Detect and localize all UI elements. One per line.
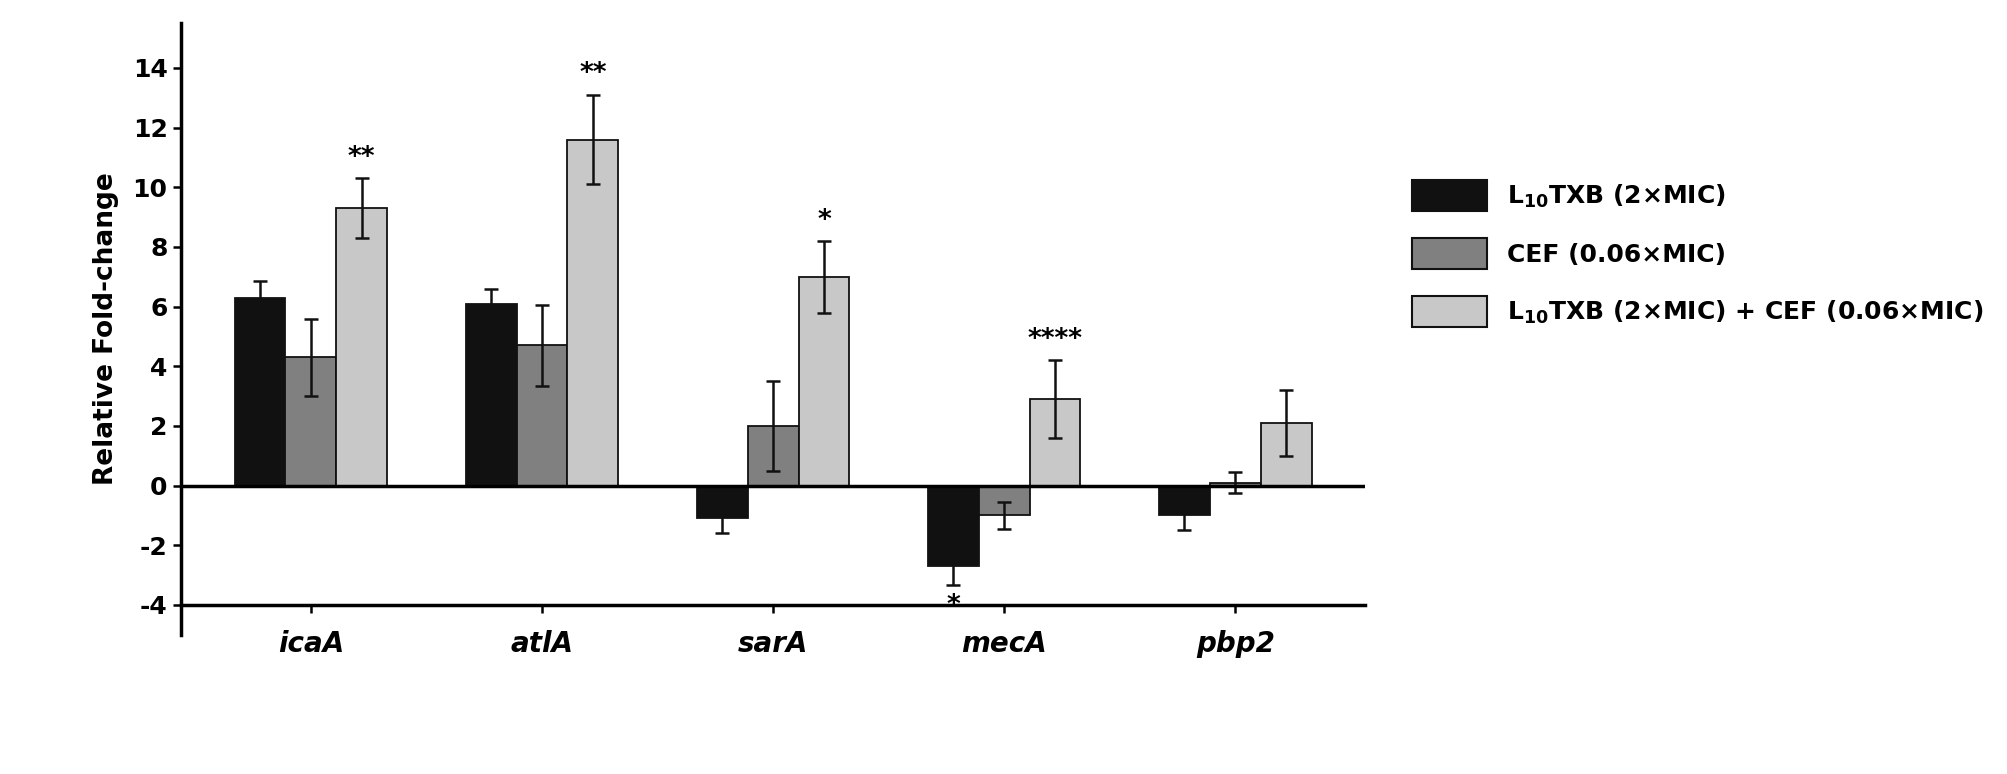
Bar xyxy=(1030,399,1080,485)
Text: *: * xyxy=(945,593,959,619)
Text: **: ** xyxy=(347,145,375,171)
Text: *: * xyxy=(817,207,831,234)
Text: **: ** xyxy=(578,61,606,87)
Bar xyxy=(568,139,618,485)
Bar xyxy=(466,303,516,485)
Bar xyxy=(927,485,977,566)
Bar xyxy=(1158,485,1210,515)
Bar xyxy=(977,485,1030,515)
Bar xyxy=(516,345,568,485)
Bar xyxy=(335,208,387,485)
Bar xyxy=(747,426,799,485)
Text: ****: **** xyxy=(1028,327,1082,353)
Legend: L$_{10}$TXB (2×MIC), CEF (0.06×MIC), L$_{10}$TXB (2×MIC) + CEF (0.06×MIC): L$_{10}$TXB (2×MIC), CEF (0.06×MIC), L$_… xyxy=(1401,170,1993,337)
Bar xyxy=(1260,423,1311,485)
Bar xyxy=(285,358,335,485)
Bar xyxy=(696,485,747,519)
Bar xyxy=(1210,482,1260,485)
Y-axis label: Relative Fold-change: Relative Fold-change xyxy=(92,173,118,485)
Bar xyxy=(799,277,849,485)
Bar xyxy=(235,298,285,485)
